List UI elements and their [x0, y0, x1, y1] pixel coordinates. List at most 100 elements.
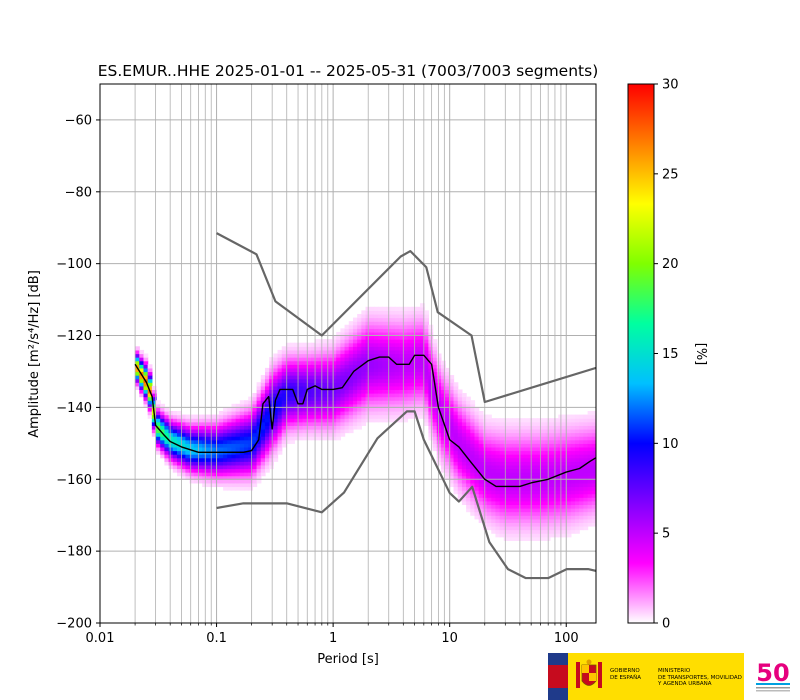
density-cell [352, 425, 358, 430]
density-cell [457, 400, 463, 405]
density-cell [424, 385, 429, 391]
density-cell [562, 522, 568, 527]
density-cell [235, 421, 241, 426]
density-cell [239, 407, 245, 412]
density-cell [332, 393, 337, 398]
density-cell [583, 525, 589, 531]
density-cell [570, 490, 576, 495]
density-cell [461, 410, 467, 416]
density-cell [478, 454, 484, 459]
density-cell [252, 454, 258, 459]
density-cell [570, 425, 576, 430]
density-cell [197, 454, 203, 459]
density-cell [466, 436, 471, 441]
density-cell [503, 500, 509, 506]
density-cell [172, 454, 178, 459]
density-cell [361, 410, 367, 416]
density-cell [327, 436, 333, 441]
density-cell [323, 375, 329, 380]
density-cell [306, 421, 312, 426]
density-cell [470, 464, 476, 470]
density-cell [491, 468, 497, 473]
density-cell [399, 342, 404, 347]
density-cell [290, 349, 295, 355]
density-cell [273, 446, 279, 452]
density-cell [411, 331, 417, 337]
density-cell [549, 490, 555, 495]
density-cell [512, 428, 517, 434]
density-cell [474, 479, 480, 484]
density-cell [503, 533, 509, 538]
density-cell [378, 418, 383, 423]
density-cell [399, 328, 404, 333]
density-cell [164, 454, 170, 459]
density-cell [294, 436, 300, 441]
density-cell [487, 472, 492, 477]
density-cell [352, 375, 358, 380]
density-cell [453, 468, 459, 473]
density-cell [440, 432, 446, 437]
density-cell [407, 357, 413, 362]
density-cell [336, 346, 341, 351]
density-cell [428, 425, 434, 430]
density-cell [311, 393, 316, 398]
density-cell [466, 432, 471, 437]
density-cell [369, 364, 375, 369]
density-cell [277, 382, 283, 387]
density-cell [273, 367, 279, 373]
colorbar-tick-label: 15 [662, 347, 679, 362]
density-cell [332, 389, 337, 394]
density-cell [533, 525, 538, 531]
density-cell [436, 432, 442, 437]
density-cell [407, 367, 413, 373]
density-cell [570, 493, 576, 498]
density-cell [566, 425, 572, 430]
density-cell [520, 418, 526, 423]
density-cell [357, 375, 362, 380]
density-cell [453, 482, 459, 488]
density-cell [311, 378, 316, 383]
density-cell [256, 396, 262, 401]
density-cell [206, 418, 212, 423]
density-cell [495, 490, 501, 495]
density-cell [357, 357, 362, 362]
density-cell [227, 446, 233, 452]
density-cell [336, 414, 341, 419]
density-cell [512, 533, 517, 538]
density-cell [512, 536, 517, 541]
density-cell [327, 339, 333, 344]
density-cell [420, 321, 425, 326]
density-cell [533, 515, 538, 520]
density-cell [566, 432, 572, 437]
density-cell [587, 450, 593, 455]
density-cell [231, 454, 237, 459]
density-cell [260, 468, 266, 473]
density-cell [503, 443, 509, 448]
density-cell [260, 439, 266, 444]
density-cell [495, 464, 501, 470]
density-cell [269, 393, 274, 398]
density-cell [549, 486, 555, 491]
density-cell [306, 346, 312, 351]
density-cell [260, 428, 266, 434]
density-cell [508, 482, 513, 488]
density-cell [260, 393, 266, 398]
density-cell [235, 454, 241, 459]
density-cell [403, 367, 409, 373]
density-cell [394, 371, 400, 376]
density-cell [487, 446, 492, 452]
density-cell [361, 367, 367, 373]
density-cell [352, 371, 358, 376]
density-cell [399, 364, 404, 369]
density-cell [436, 393, 442, 398]
density-cell [541, 464, 547, 470]
density-cell [411, 396, 417, 401]
density-cell [432, 360, 438, 365]
density-cell [440, 454, 446, 459]
density-cell [294, 403, 300, 408]
density-cell [390, 349, 396, 355]
density-cell [277, 360, 283, 365]
density-cell [420, 403, 425, 408]
density-cell [373, 407, 379, 412]
density-cell [533, 475, 538, 480]
